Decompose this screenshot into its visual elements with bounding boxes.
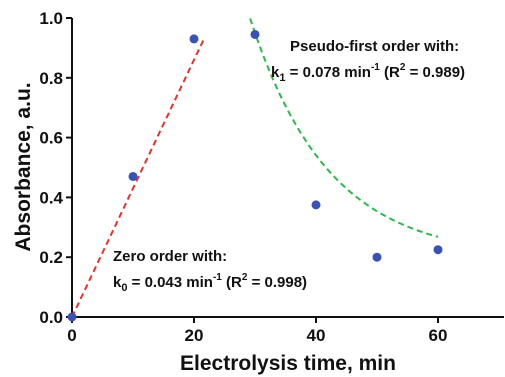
data-point — [67, 312, 77, 322]
y-tick-label: 0.0 — [39, 308, 63, 327]
y-axis-title: Absorbance, a.u. — [12, 82, 35, 251]
y-tick-label: 0.2 — [39, 248, 63, 267]
y-tick-label: 0.8 — [39, 69, 63, 88]
fit-lines — [72, 18, 439, 317]
y-tick-label: 0.4 — [39, 188, 63, 207]
data-point — [250, 29, 260, 39]
x-tick-label: 20 — [185, 326, 204, 345]
zero-order-annotation-rate: k0 = 0.043 min-1 (R2 = 0.998) — [113, 272, 307, 294]
data-point — [372, 252, 382, 262]
data-point — [128, 171, 138, 181]
first-order-annotation-title: Pseudo-first order with: — [290, 38, 459, 55]
y-tick-label: 0.6 — [39, 129, 63, 148]
x-axis-ticks: 0 20 40 60 — [67, 317, 447, 345]
data-point — [189, 34, 199, 44]
zero-order-fit-line — [72, 40, 205, 317]
first-order-annotation-rate: k1 = 0.078 min-1 (R2 = 0.989) — [271, 62, 465, 84]
y-tick-label: 1.0 — [39, 9, 63, 28]
y-axis-ticks: 0.0 0.2 0.4 0.6 0.8 1.0 — [39, 9, 72, 327]
x-axis-title: Electrolysis time, min — [180, 352, 396, 375]
first-order-fit-line — [249, 18, 439, 238]
zero-order-annotation-title: Zero order with: — [113, 248, 227, 265]
x-tick-label: 40 — [307, 326, 326, 345]
x-tick-label: 60 — [429, 326, 448, 345]
data-points — [67, 29, 443, 322]
data-point — [433, 245, 443, 255]
data-point — [311, 200, 321, 210]
x-tick-label: 0 — [67, 326, 76, 345]
